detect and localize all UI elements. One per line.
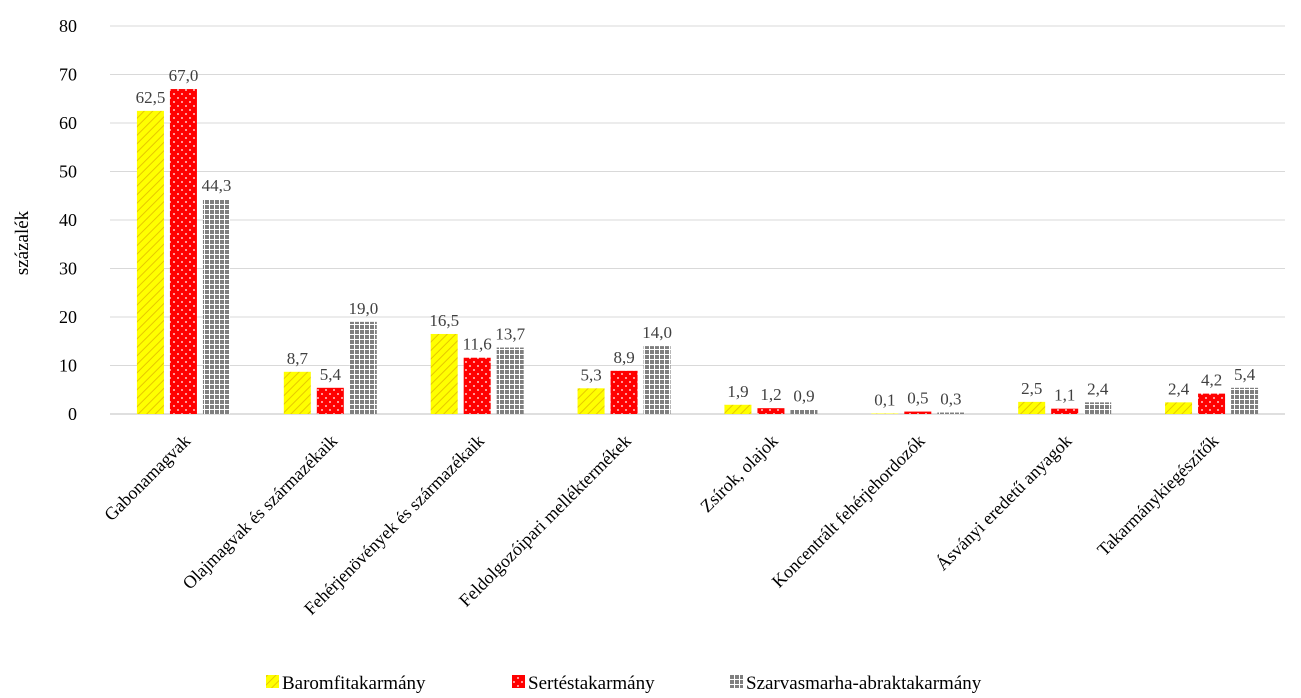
data-label: 19,0	[348, 299, 378, 318]
legend-label: Szarvasmarha-abraktakarmány	[746, 673, 982, 694]
x-tick-label: Olajmagvak és származékaik	[179, 431, 342, 594]
data-label: 2,4	[1087, 379, 1109, 398]
bars-layer	[136, 89, 1259, 415]
y-tick-label: 0	[68, 404, 77, 424]
bar	[790, 409, 818, 414]
data-label: 5,3	[580, 365, 601, 384]
bar	[1165, 402, 1193, 414]
data-label: 44,3	[202, 176, 232, 195]
bar	[1084, 402, 1112, 414]
bar	[463, 357, 491, 414]
data-label: 8,9	[613, 348, 634, 367]
data-label: 67,0	[169, 66, 199, 85]
x-tick-label: Ásványi eredetű anyagok	[931, 430, 1075, 574]
legend-swatch	[512, 675, 525, 688]
bar	[283, 371, 311, 414]
data-label: 1,1	[1054, 386, 1075, 405]
legend-label: Baromfitakarmány	[282, 673, 426, 694]
bar	[757, 408, 785, 414]
legend-swatch	[266, 675, 279, 688]
data-label: 0,1	[874, 391, 895, 410]
y-tick-label: 60	[59, 113, 77, 133]
y-tick-labels: 0 10 20 30 40 50 60 70 80	[59, 16, 77, 424]
x-tick-label: Takarmánykiegészítők	[1093, 431, 1222, 560]
data-label: 16,5	[429, 311, 459, 330]
bar	[496, 347, 524, 414]
data-label: 0,5	[907, 389, 928, 408]
data-label: 11,6	[463, 335, 492, 354]
data-label: 5,4	[1234, 365, 1256, 384]
bar	[577, 388, 605, 414]
data-label: 8,7	[287, 349, 309, 368]
bar	[1018, 401, 1046, 414]
bar	[937, 412, 965, 414]
bar	[316, 387, 344, 414]
legend-label: Sertéstakarmány	[528, 673, 655, 694]
bar	[1051, 408, 1079, 414]
y-tick-label: 40	[59, 210, 77, 230]
bar	[610, 370, 638, 414]
bar	[136, 110, 164, 414]
y-tick-label: 80	[59, 16, 77, 36]
bar	[349, 321, 377, 414]
bar	[1198, 393, 1226, 414]
x-tick-label: Feldolgozóipari melléktermékek	[455, 431, 635, 611]
data-label: 1,2	[760, 385, 781, 404]
y-axis-title: százalék	[12, 210, 33, 275]
x-tick-label: Koncentrált fehérjehordozók	[768, 431, 929, 592]
data-label: 2,4	[1168, 379, 1190, 398]
bar	[169, 89, 197, 415]
data-label: 62,5	[136, 88, 166, 107]
y-tick-label: 50	[59, 162, 77, 182]
data-label: 14,0	[642, 323, 672, 342]
y-tick-label: 20	[59, 307, 77, 327]
x-tick-label: Zsírok, olajok	[696, 431, 782, 517]
bar	[643, 346, 671, 414]
y-tick-label: 70	[59, 65, 77, 85]
data-label: 2,5	[1021, 379, 1042, 398]
data-label: 13,7	[495, 325, 525, 344]
data-label: 5,4	[320, 365, 342, 384]
bar	[904, 411, 932, 414]
data-label: 0,3	[940, 390, 961, 409]
data-label: 0,9	[793, 387, 814, 406]
legend-swatch	[730, 675, 743, 688]
bar	[202, 199, 230, 414]
legend: Baromfitakarmány Sertéstakarmány Szarvasma…	[266, 673, 982, 694]
gridlines	[110, 25, 1285, 415]
bar	[724, 404, 752, 414]
bar	[430, 333, 458, 414]
y-tick-label: 30	[59, 259, 77, 279]
data-labels-layer: 62,567,0 44,3 8,7 5,4 19,0 16,511,613,7 5,3 8,9…	[136, 66, 1256, 409]
y-tick-label: 10	[59, 356, 77, 376]
data-label: 4,2	[1201, 371, 1222, 390]
x-tick-label: Gabonamagvak	[100, 431, 194, 525]
bar	[1231, 387, 1259, 414]
data-label: 1,9	[727, 382, 748, 401]
